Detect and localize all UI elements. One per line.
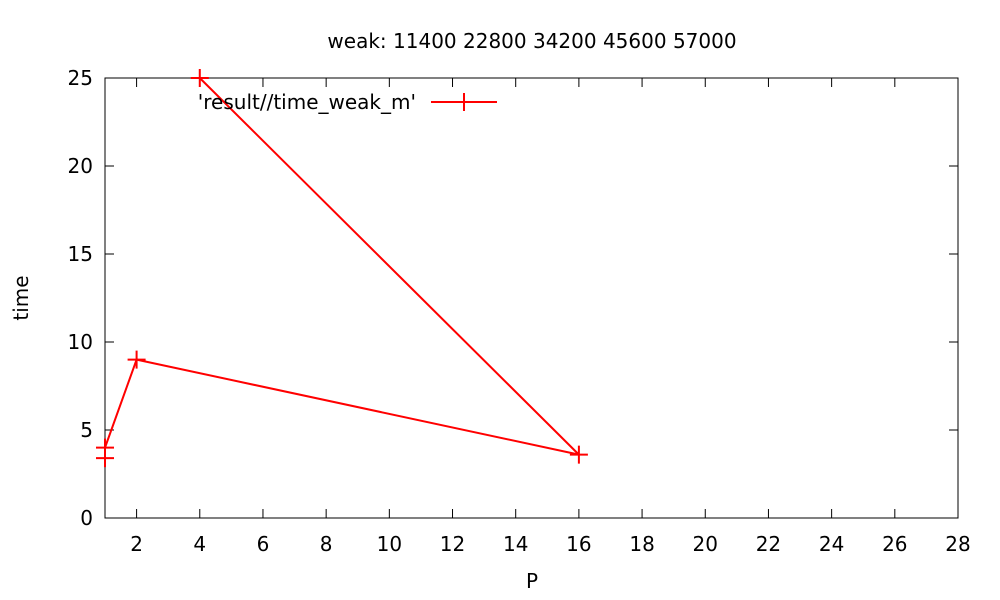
x-tick-label: 10 [377, 532, 402, 556]
x-tick-label: 26 [882, 532, 907, 556]
y-tick-label: 5 [80, 418, 93, 442]
x-tick-label: 24 [819, 532, 844, 556]
data-point [127, 350, 146, 369]
data-point [190, 69, 209, 87]
x-tick-label: 6 [257, 532, 270, 556]
data-point [569, 445, 588, 464]
y-tick-label: 25 [68, 66, 93, 90]
y-axis: 0 5 10 15 20 25 [68, 66, 958, 530]
plot-frame [104, 77, 959, 519]
x-tick-label: 4 [193, 532, 206, 556]
chart-title: weak: 11400 22800 34200 45600 57000 [327, 29, 736, 53]
x-tick-label: 16 [566, 532, 591, 556]
x-tick-label: 18 [629, 532, 654, 556]
x-tick-label: 14 [503, 532, 528, 556]
x-tick-label: 8 [320, 532, 333, 556]
x-tick-label: 22 [756, 532, 781, 556]
x-tick-label: 28 [945, 532, 970, 556]
x-tick-label: 20 [693, 532, 718, 556]
y-tick-label: 10 [68, 330, 93, 354]
legend: 'result//time_weak_m' [198, 90, 497, 114]
y-tick-label: 15 [68, 242, 93, 266]
x-axis-label: P [526, 569, 538, 593]
legend-marker [455, 93, 473, 111]
y-tick-label: 20 [68, 154, 93, 178]
legend-label: 'result//time_weak_m' [198, 90, 416, 114]
x-axis: 2 4 6 8 10 12 14 16 18 20 22 24 26 28 [130, 78, 971, 556]
x-tick-label: 2 [130, 532, 143, 556]
legend-plus-marker [455, 93, 473, 111]
data-point [96, 438, 114, 457]
y-axis-label: time [9, 275, 33, 320]
series-layer [96, 69, 588, 468]
x-tick-label: 12 [440, 532, 465, 556]
y-tick-label: 0 [80, 506, 93, 530]
series-line [104, 77, 580, 459]
